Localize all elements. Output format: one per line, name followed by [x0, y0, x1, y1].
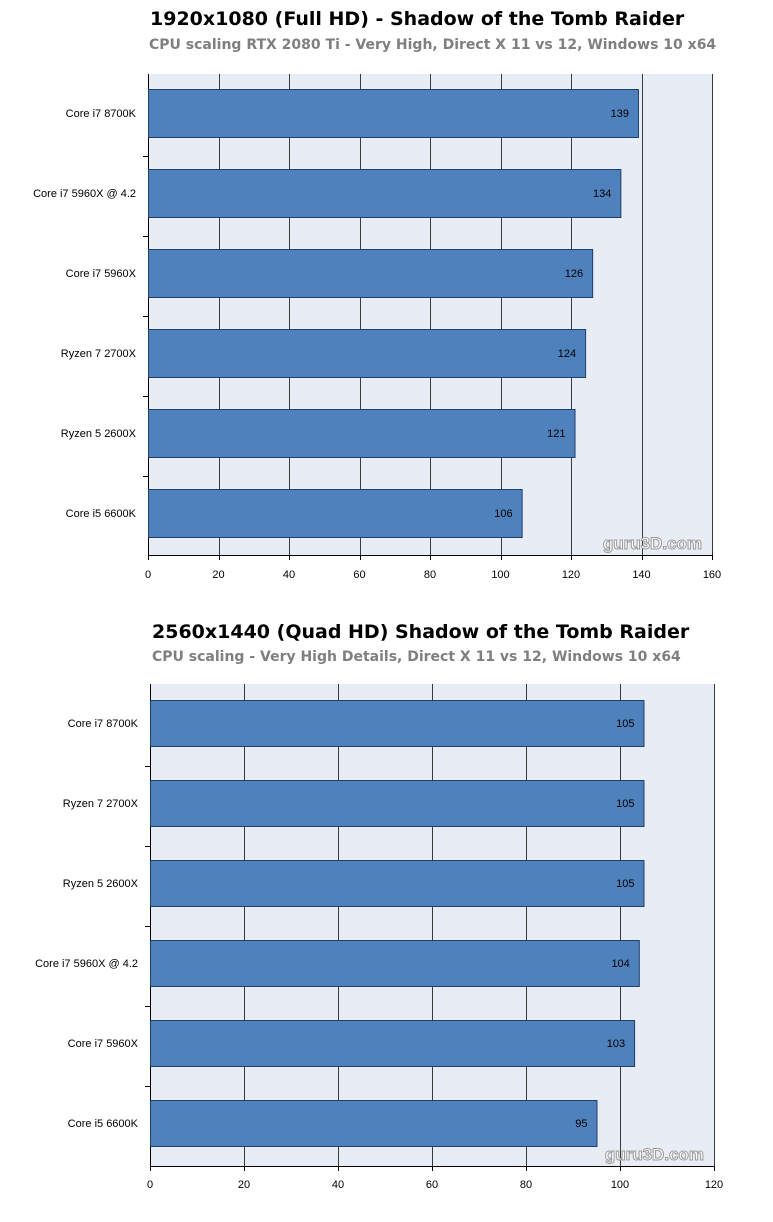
- chart-1-plot: 0 20 40 60 80 100 120 140 160 139 Core i7 8700K 134…: [33, 74, 721, 581]
- bar-value-label: 121: [547, 428, 565, 440]
- bar: [148, 249, 594, 298]
- x-tick-label: 20: [238, 1179, 250, 1191]
- x-tick-label: 0: [147, 1179, 153, 1191]
- x-tick-label: 80: [520, 1179, 532, 1191]
- chart-2-subtitle: CPU scaling - Very High Details, Direct …: [152, 649, 681, 665]
- bar-value-label: 105: [616, 718, 634, 730]
- category-label: Ryzen 5 2600X: [63, 878, 139, 890]
- bar: [150, 700, 645, 747]
- chart-1-title: 1920x1080 (Full HD) - Shadow of the Tomb…: [150, 8, 685, 30]
- x-tick-label: 100: [611, 1179, 629, 1191]
- bar: [148, 409, 576, 458]
- bar: [150, 860, 645, 907]
- category-label: Ryzen 7 2700X: [63, 798, 139, 810]
- x-tick-label: 160: [703, 569, 721, 581]
- bar: [148, 169, 622, 218]
- chart-1-subtitle: CPU scaling RTX 2080 Ti - Very High, Dir…: [149, 37, 717, 53]
- bar-value-label: 124: [558, 348, 576, 360]
- x-tick-label: 20: [212, 569, 224, 581]
- bar: [148, 489, 523, 538]
- category-label: Ryzen 7 2700X: [61, 348, 137, 360]
- category-label: Core i5 6600K: [68, 1118, 139, 1130]
- bar-value-label: 95: [575, 1118, 587, 1130]
- chart-2: 2560x1440 (Quad HD) Shadow of the Tomb R…: [0, 612, 773, 1222]
- bar-value-label: 103: [607, 1038, 625, 1050]
- x-tick-label: 140: [632, 569, 650, 581]
- x-tick-label: 80: [424, 569, 436, 581]
- bar: [150, 1100, 598, 1147]
- bar: [150, 1020, 636, 1067]
- bar-value-label: 126: [565, 268, 583, 280]
- category-label: Core i7 5960X: [66, 268, 137, 280]
- bar-value-label: 105: [616, 798, 634, 810]
- bar-value-label: 106: [494, 508, 512, 520]
- category-label: Core i7 5960X @ 4.2: [35, 958, 138, 970]
- x-tick-label: 60: [426, 1179, 438, 1191]
- bar: [150, 940, 640, 987]
- category-label: Ryzen 5 2600X: [61, 428, 137, 440]
- x-tick-label: 100: [491, 569, 509, 581]
- x-tick-label: 60: [353, 569, 365, 581]
- bar: [150, 780, 645, 827]
- x-tick-label: 40: [332, 1179, 344, 1191]
- bar-value-label: 105: [616, 878, 634, 890]
- chart-2-title: 2560x1440 (Quad HD) Shadow of the Tomb R…: [152, 621, 690, 643]
- x-tick-label: 0: [145, 569, 151, 581]
- category-label: Core i7 8700K: [66, 108, 137, 120]
- bar-value-label: 139: [611, 108, 629, 120]
- x-tick-label: 120: [562, 569, 580, 581]
- bar: [148, 89, 639, 138]
- category-label: Core i7 5960X @ 4.2: [33, 188, 136, 200]
- chart-1: 1920x1080 (Full HD) - Shadow of the Tomb…: [0, 0, 773, 600]
- x-tick-label: 40: [283, 569, 295, 581]
- category-label: Core i7 8700K: [68, 718, 139, 730]
- watermark-logo: guru3D.com: [605, 1145, 704, 1164]
- watermark-logo: guru3D.com: [603, 534, 702, 553]
- bar-value-label: 104: [611, 958, 629, 970]
- category-label: Core i5 6600K: [66, 508, 137, 520]
- category-label: Core i7 5960X: [68, 1038, 139, 1050]
- chart-2-plot: 0 20 40 60 80 100 120 105 Core i7 8700K 105 Ryzen …: [35, 684, 723, 1191]
- x-tick-label: 120: [705, 1179, 723, 1191]
- bar-value-label: 134: [593, 188, 611, 200]
- bar: [148, 329, 587, 378]
